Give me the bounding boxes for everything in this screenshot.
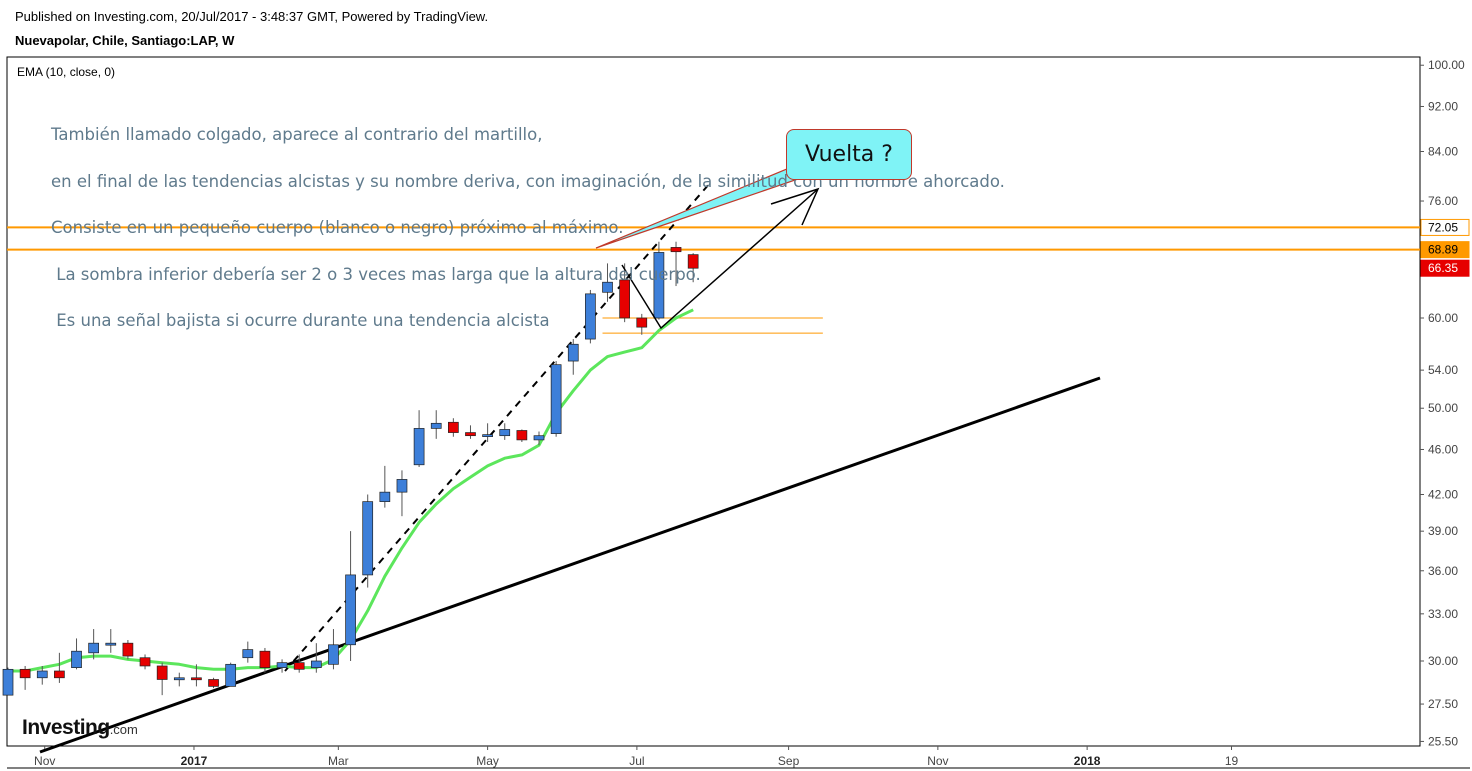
candle-body xyxy=(636,317,648,328)
candle-body xyxy=(396,479,408,493)
candle-body xyxy=(173,677,185,681)
logo-brand: Investing xyxy=(22,716,110,739)
y-tick-label: 46.00 xyxy=(1428,442,1458,456)
candle-body xyxy=(54,670,65,679)
y-tick-label: 60.00 xyxy=(1428,311,1458,325)
plot-frame xyxy=(6,56,1421,747)
candle-body xyxy=(345,574,356,646)
candle-body xyxy=(687,254,699,269)
candle-body xyxy=(139,657,151,667)
candle-body xyxy=(2,668,14,696)
candle-body xyxy=(71,650,82,668)
y-tick-label: 36.00 xyxy=(1428,564,1458,578)
x-tick-label: 2018 xyxy=(1074,754,1101,768)
note-line: También llamado colgado, aparece al cont… xyxy=(51,125,543,144)
candle-body xyxy=(653,252,665,319)
price-label-box xyxy=(1420,259,1470,277)
candle-body xyxy=(585,293,596,340)
y-tick-label: 30.00 xyxy=(1428,654,1458,668)
annotation-note: También llamado colgado, aparece al cont… xyxy=(51,96,1005,344)
candle-body xyxy=(259,650,271,668)
y-tick-label: 39.00 xyxy=(1428,524,1458,538)
candle-body xyxy=(550,364,562,434)
candle-body xyxy=(88,642,99,654)
candle-body xyxy=(276,662,288,668)
candle-body xyxy=(105,642,117,646)
candle-body xyxy=(208,679,219,687)
note-line: Consiste en un pequeño cuerpo (blanco o … xyxy=(51,218,624,237)
note-line: en el final de las tendencias alcistas y… xyxy=(51,171,1005,191)
y-tick-label: 33.00 xyxy=(1428,607,1458,621)
candle-body xyxy=(310,660,322,668)
candle-body xyxy=(156,665,168,680)
candle-body xyxy=(191,677,202,681)
candle-body xyxy=(242,649,254,659)
candle-body xyxy=(465,432,476,437)
symbol-title: Nuevapolar, Chile, Santiago:LAP, W xyxy=(15,33,235,48)
candle-body xyxy=(448,421,459,433)
ema-indicator-label: EMA (10, close, 0) xyxy=(17,65,116,79)
x-tick-label: Jul xyxy=(629,754,644,768)
y-tick-label: 54.00 xyxy=(1428,363,1458,377)
candle-body xyxy=(619,279,630,319)
candle-body xyxy=(567,343,579,362)
candle-body xyxy=(293,662,305,670)
y-tick-label: 50.00 xyxy=(1428,401,1458,415)
candle-body xyxy=(602,281,613,293)
price-label-text: 72.05 xyxy=(1428,220,1458,234)
y-tick-label: 100.00 xyxy=(1428,58,1465,72)
price-label-box xyxy=(1420,218,1470,236)
x-tick-label: May xyxy=(476,754,499,768)
price-label-text: 68.89 xyxy=(1428,243,1458,257)
y-tick-label: 92.00 xyxy=(1428,99,1458,113)
candle-body xyxy=(362,501,374,576)
candle-body xyxy=(122,642,134,657)
candle-body xyxy=(19,668,31,679)
long-trendline xyxy=(39,376,1101,754)
x-tick-label: Nov xyxy=(34,754,55,768)
x-tick-label: Sep xyxy=(778,754,800,768)
callout-vuelta: Vuelta ? xyxy=(786,129,912,180)
candle-body xyxy=(328,644,339,665)
candle-body xyxy=(533,435,545,441)
note-line: La sombra inferior debería ser 2 o 3 vec… xyxy=(51,264,701,284)
price-label-text: 66.35 xyxy=(1428,261,1458,275)
published-caption: Published on Investing.com, 20/Jul/2017 … xyxy=(15,9,489,24)
y-tick-label: 42.00 xyxy=(1428,487,1458,501)
y-tick-label: 76.00 xyxy=(1428,194,1458,208)
candle-body xyxy=(36,670,48,679)
note-line: Es una señal bajista si ocurre durante u… xyxy=(51,311,550,330)
candle-body xyxy=(516,430,528,441)
x-tick-label: 2017 xyxy=(181,754,208,768)
candle-body xyxy=(413,428,425,466)
price-label-box xyxy=(1420,241,1470,259)
candle-body xyxy=(225,663,237,687)
y-tick-label: 84.00 xyxy=(1428,144,1458,158)
candle-body xyxy=(430,422,442,429)
candle-body xyxy=(379,491,391,502)
candle-body xyxy=(499,429,511,437)
investing-logo: Investing.com xyxy=(22,716,138,740)
x-tick-label: Nov xyxy=(927,754,948,768)
projection-path xyxy=(621,188,819,330)
candle-body xyxy=(482,434,493,437)
logo-domain: .com xyxy=(109,722,138,737)
y-tick-label: 25.50 xyxy=(1428,734,1458,748)
projection-arrowhead xyxy=(770,187,820,226)
x-tick-label: Mar xyxy=(328,754,349,768)
candle-body xyxy=(670,247,682,253)
x-tick-label: 19 xyxy=(1225,754,1239,768)
y-tick-label: 27.50 xyxy=(1428,697,1458,711)
